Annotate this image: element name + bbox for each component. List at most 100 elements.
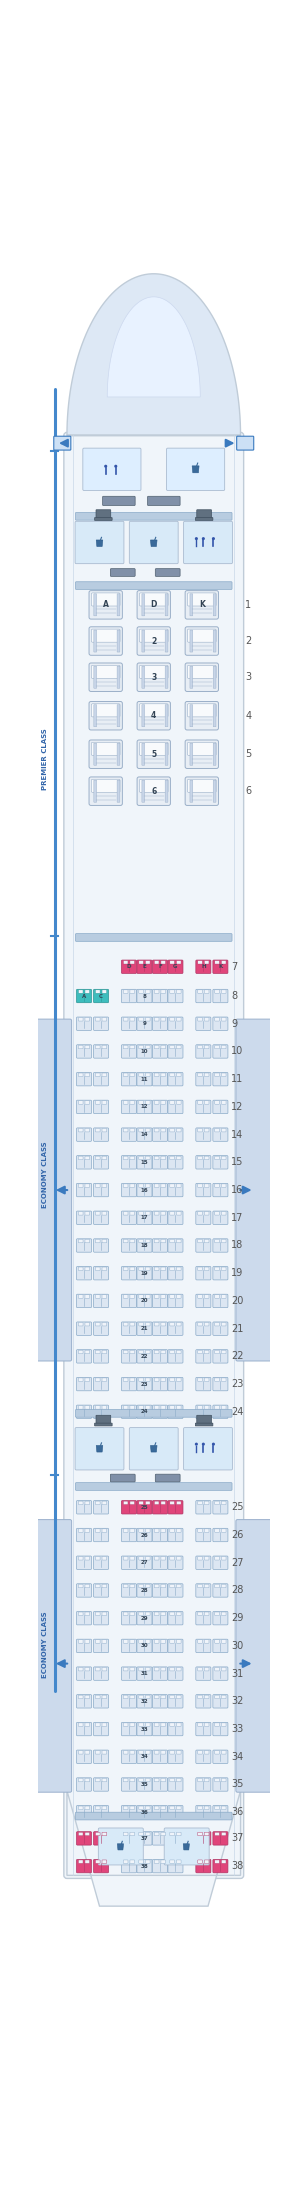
FancyBboxPatch shape <box>122 1831 136 1844</box>
Ellipse shape <box>104 465 107 468</box>
FancyBboxPatch shape <box>102 1405 107 1409</box>
FancyBboxPatch shape <box>94 1101 109 1114</box>
FancyBboxPatch shape <box>102 1807 107 1809</box>
FancyBboxPatch shape <box>215 1779 219 1781</box>
FancyBboxPatch shape <box>196 1210 211 1224</box>
FancyBboxPatch shape <box>94 629 97 651</box>
FancyBboxPatch shape <box>204 1696 209 1698</box>
FancyBboxPatch shape <box>76 1584 92 1597</box>
FancyBboxPatch shape <box>85 1724 90 1726</box>
FancyBboxPatch shape <box>204 1296 209 1298</box>
FancyBboxPatch shape <box>168 1294 183 1307</box>
FancyBboxPatch shape <box>161 1127 166 1132</box>
FancyBboxPatch shape <box>213 1696 228 1709</box>
FancyBboxPatch shape <box>85 1156 90 1160</box>
FancyBboxPatch shape <box>198 1267 203 1269</box>
FancyBboxPatch shape <box>204 1184 209 1186</box>
FancyBboxPatch shape <box>137 590 170 618</box>
FancyBboxPatch shape <box>146 990 150 994</box>
FancyBboxPatch shape <box>122 1294 136 1307</box>
FancyBboxPatch shape <box>204 961 209 964</box>
FancyBboxPatch shape <box>213 1527 228 1543</box>
FancyBboxPatch shape <box>85 1127 90 1132</box>
FancyBboxPatch shape <box>142 629 145 651</box>
FancyBboxPatch shape <box>139 1127 143 1132</box>
FancyBboxPatch shape <box>146 1156 150 1160</box>
FancyBboxPatch shape <box>213 1377 228 1392</box>
FancyBboxPatch shape <box>161 1379 166 1381</box>
FancyBboxPatch shape <box>122 1527 136 1543</box>
Ellipse shape <box>114 465 117 468</box>
FancyBboxPatch shape <box>176 1750 181 1755</box>
FancyBboxPatch shape <box>103 496 135 505</box>
FancyBboxPatch shape <box>204 1724 209 1726</box>
FancyBboxPatch shape <box>204 1379 209 1381</box>
FancyBboxPatch shape <box>130 1044 135 1049</box>
Text: 25: 25 <box>141 1505 148 1510</box>
Text: K: K <box>199 601 205 610</box>
FancyBboxPatch shape <box>221 1127 226 1132</box>
FancyBboxPatch shape <box>130 961 135 964</box>
FancyBboxPatch shape <box>215 1018 219 1020</box>
FancyBboxPatch shape <box>215 961 219 964</box>
FancyBboxPatch shape <box>137 1377 152 1392</box>
FancyBboxPatch shape <box>94 706 97 728</box>
FancyBboxPatch shape <box>221 1101 226 1103</box>
FancyBboxPatch shape <box>95 1379 100 1381</box>
FancyBboxPatch shape <box>213 1584 228 1597</box>
FancyBboxPatch shape <box>117 666 120 688</box>
FancyBboxPatch shape <box>139 1296 143 1298</box>
FancyBboxPatch shape <box>102 1018 107 1020</box>
FancyBboxPatch shape <box>130 1213 135 1215</box>
FancyBboxPatch shape <box>137 1859 152 1873</box>
FancyBboxPatch shape <box>94 594 97 616</box>
FancyBboxPatch shape <box>95 1296 100 1298</box>
FancyBboxPatch shape <box>168 1613 183 1626</box>
Text: 25: 25 <box>231 1503 244 1512</box>
FancyBboxPatch shape <box>102 1639 107 1643</box>
FancyBboxPatch shape <box>89 590 122 618</box>
FancyBboxPatch shape <box>176 1833 181 1835</box>
FancyBboxPatch shape <box>165 594 168 616</box>
FancyBboxPatch shape <box>198 1156 203 1160</box>
FancyBboxPatch shape <box>122 1667 136 1680</box>
FancyBboxPatch shape <box>204 1267 209 1269</box>
FancyBboxPatch shape <box>221 1073 226 1077</box>
FancyBboxPatch shape <box>213 1101 228 1114</box>
Polygon shape <box>183 1844 189 1851</box>
FancyBboxPatch shape <box>122 1377 136 1392</box>
FancyBboxPatch shape <box>123 1667 128 1672</box>
FancyBboxPatch shape <box>78 1101 83 1103</box>
FancyBboxPatch shape <box>78 1044 83 1049</box>
Text: 33: 33 <box>141 1726 148 1731</box>
FancyBboxPatch shape <box>213 1267 228 1280</box>
FancyBboxPatch shape <box>196 1294 211 1307</box>
FancyBboxPatch shape <box>196 1044 211 1058</box>
Text: 9: 9 <box>231 1018 237 1029</box>
FancyBboxPatch shape <box>196 1696 211 1709</box>
FancyBboxPatch shape <box>168 1750 183 1763</box>
FancyBboxPatch shape <box>196 1750 211 1763</box>
FancyBboxPatch shape <box>196 1722 211 1735</box>
FancyBboxPatch shape <box>152 1016 167 1031</box>
FancyBboxPatch shape <box>142 594 145 616</box>
FancyBboxPatch shape <box>213 1210 228 1224</box>
FancyBboxPatch shape <box>78 1724 83 1726</box>
FancyBboxPatch shape <box>161 1073 166 1077</box>
Polygon shape <box>67 1792 241 1905</box>
FancyBboxPatch shape <box>94 1267 109 1280</box>
FancyBboxPatch shape <box>161 1639 166 1643</box>
FancyBboxPatch shape <box>236 1519 272 1792</box>
FancyBboxPatch shape <box>176 1405 181 1409</box>
FancyBboxPatch shape <box>154 1696 159 1698</box>
FancyBboxPatch shape <box>137 990 152 1003</box>
FancyBboxPatch shape <box>140 629 168 642</box>
FancyBboxPatch shape <box>161 961 166 964</box>
FancyBboxPatch shape <box>95 1833 100 1835</box>
FancyBboxPatch shape <box>196 959 211 975</box>
FancyBboxPatch shape <box>122 1210 136 1224</box>
FancyBboxPatch shape <box>196 1779 211 1792</box>
FancyBboxPatch shape <box>170 1667 175 1672</box>
FancyBboxPatch shape <box>204 1156 209 1160</box>
FancyBboxPatch shape <box>130 1267 135 1269</box>
